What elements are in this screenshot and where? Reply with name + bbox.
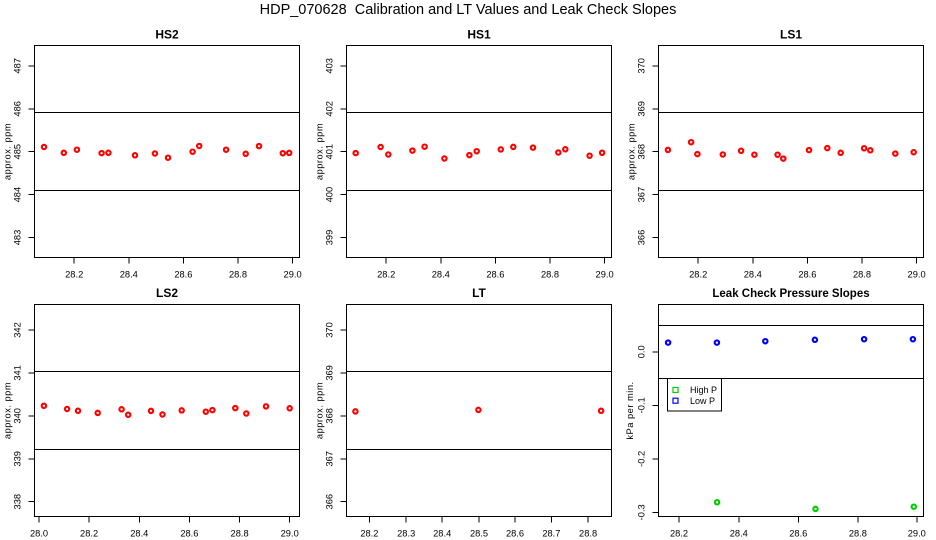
- svg-text:370: 370: [325, 322, 335, 338]
- svg-text:366: 366: [637, 230, 647, 246]
- svg-text:28.0: 28.0: [30, 529, 48, 539]
- svg-text:366: 366: [325, 494, 335, 510]
- svg-text:28.4: 28.4: [130, 529, 148, 539]
- svg-text:28.4: 28.4: [432, 270, 450, 280]
- svg-text:28.2: 28.2: [689, 270, 707, 280]
- svg-text:High P: High P: [690, 385, 717, 395]
- svg-text:28.6: 28.6: [180, 529, 198, 539]
- svg-text:403: 403: [325, 58, 335, 74]
- svg-text:approx. ppm: approx. ppm: [314, 382, 324, 439]
- svg-text:28.8: 28.8: [849, 529, 867, 539]
- svg-text:LS2: LS2: [156, 286, 178, 300]
- svg-text:approx. ppm: approx. ppm: [2, 123, 12, 180]
- svg-text:369: 369: [325, 365, 335, 381]
- svg-text:28.4: 28.4: [120, 270, 138, 280]
- svg-text:28.8: 28.8: [853, 270, 871, 280]
- svg-text:368: 368: [637, 144, 647, 160]
- svg-text:28.8: 28.8: [231, 529, 249, 539]
- svg-text:28.2: 28.2: [80, 529, 98, 539]
- svg-text:340: 340: [13, 408, 23, 424]
- svg-text:483: 483: [13, 230, 23, 246]
- svg-text:HS2: HS2: [155, 27, 179, 41]
- svg-text:approx. ppm: approx. ppm: [314, 123, 324, 180]
- svg-text:342: 342: [13, 322, 23, 338]
- svg-text:370: 370: [637, 58, 647, 74]
- svg-text:HDP_070628 Calibration and LT: HDP_070628 Calibration and LT Values and…: [260, 2, 677, 18]
- svg-text:400: 400: [325, 187, 335, 203]
- svg-text:Low P: Low P: [690, 396, 715, 406]
- svg-text:28.2: 28.2: [65, 270, 83, 280]
- svg-text:0.0: 0.0: [637, 345, 647, 358]
- svg-text:368: 368: [325, 408, 335, 424]
- svg-text:28.4: 28.4: [433, 529, 451, 539]
- svg-text:-0.3: -0.3: [637, 504, 647, 520]
- svg-text:29.0: 29.0: [281, 529, 299, 539]
- svg-text:Leak Check Pressure Slopes: Leak Check Pressure Slopes: [712, 288, 869, 300]
- svg-text:339: 339: [13, 451, 23, 467]
- svg-text:486: 486: [13, 101, 23, 117]
- svg-text:484: 484: [13, 187, 23, 203]
- svg-text:338: 338: [13, 494, 23, 510]
- svg-text:-0.2: -0.2: [637, 451, 647, 467]
- svg-text:approx. ppm: approx. ppm: [626, 123, 636, 180]
- svg-text:28.6: 28.6: [486, 270, 504, 280]
- svg-text:401: 401: [325, 144, 335, 160]
- svg-text:369: 369: [637, 101, 647, 117]
- svg-text:28.6: 28.6: [798, 270, 816, 280]
- svg-text:485: 485: [13, 144, 23, 160]
- svg-text:28.2: 28.2: [670, 529, 688, 539]
- svg-text:28.5: 28.5: [470, 529, 488, 539]
- svg-text:kPa per min.: kPa per min.: [625, 381, 635, 439]
- svg-text:LT: LT: [472, 286, 486, 300]
- svg-text:28.2: 28.2: [377, 270, 395, 280]
- svg-text:399: 399: [325, 230, 335, 246]
- svg-text:28.4: 28.4: [730, 529, 748, 539]
- svg-text:28.8: 28.8: [541, 270, 559, 280]
- svg-text:28.6: 28.6: [789, 529, 807, 539]
- svg-text:29.0: 29.0: [284, 270, 302, 280]
- svg-text:29.0: 29.0: [596, 270, 614, 280]
- svg-text:29.0: 29.0: [908, 270, 926, 280]
- svg-text:28.8: 28.8: [579, 529, 597, 539]
- svg-text:LS1: LS1: [780, 27, 802, 41]
- svg-text:367: 367: [325, 451, 335, 467]
- svg-text:28.3: 28.3: [397, 529, 415, 539]
- svg-text:367: 367: [637, 187, 647, 203]
- svg-text:-0.1: -0.1: [637, 397, 647, 413]
- svg-text:HS1: HS1: [467, 27, 491, 41]
- svg-text:approx. ppm: approx. ppm: [2, 382, 12, 439]
- svg-text:28.4: 28.4: [744, 270, 762, 280]
- svg-text:28.8: 28.8: [229, 270, 247, 280]
- svg-text:28.6: 28.6: [174, 270, 192, 280]
- svg-text:341: 341: [13, 365, 23, 381]
- svg-text:29.0: 29.0: [908, 529, 926, 539]
- svg-text:402: 402: [325, 101, 335, 117]
- svg-text:28.6: 28.6: [506, 529, 524, 539]
- svg-text:487: 487: [13, 58, 23, 74]
- svg-text:28.7: 28.7: [542, 529, 560, 539]
- svg-text:28.2: 28.2: [360, 529, 378, 539]
